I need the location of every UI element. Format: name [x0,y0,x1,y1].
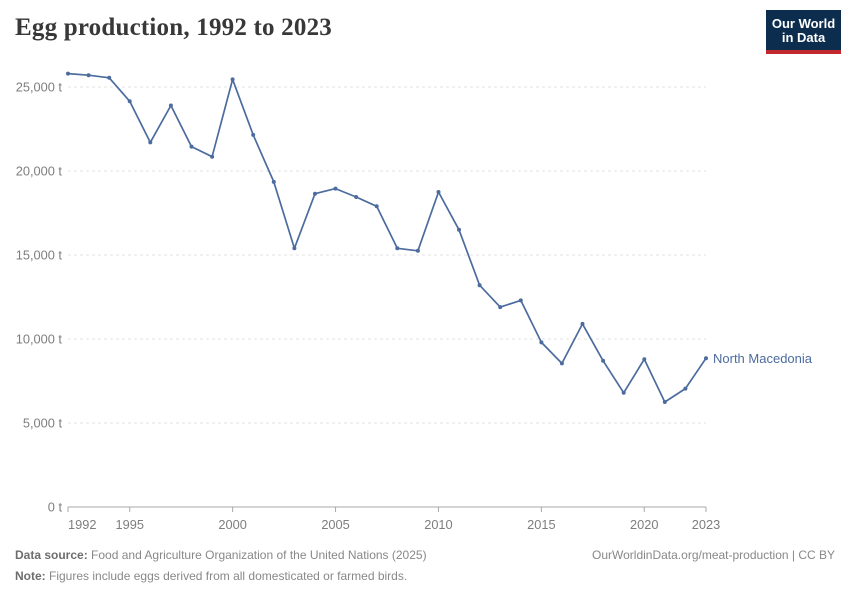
data-point[interactable] [107,75,112,80]
note-label: Note: [15,569,46,583]
note-line: Note: Figures include eggs derived from … [15,566,835,587]
chart-title: Egg production, 1992 to 2023 [15,14,332,41]
data-point[interactable] [457,227,461,232]
data-point[interactable] [539,340,544,345]
data-point[interactable] [210,154,215,159]
data-point[interactable] [168,103,173,108]
data-point[interactable] [683,386,688,391]
data-point[interactable] [477,283,482,288]
data-point[interactable] [704,356,708,361]
data-source-text: Food and Agriculture Organization of the… [87,548,427,562]
data-point[interactable] [559,361,564,366]
chart-footer: Data source: Food and Agriculture Organi… [15,545,835,587]
owid-logo-line2: in Data [781,30,826,45]
data-point[interactable] [498,305,503,310]
x-tick-label: 2015 [527,517,555,532]
data-point[interactable] [230,77,235,82]
data-point[interactable] [271,179,276,184]
y-tick-label: 15,000 t [16,248,63,263]
y-tick-label: 0 t [48,500,63,515]
data-point[interactable] [395,246,400,251]
footer-link: OurWorldinData.org/meat-production | CC … [592,548,835,562]
owid-logo[interactable]: Our World in Data [766,10,841,54]
data-source-line: Data source: Food and Agriculture Organi… [15,545,835,566]
data-point[interactable] [621,390,626,395]
x-tick-label: 1995 [116,517,144,532]
data-point[interactable] [189,144,194,149]
x-tick-label: 2000 [218,517,246,532]
data-point[interactable] [333,186,338,191]
data-point[interactable] [86,73,91,78]
data-point[interactable] [518,298,523,303]
data-point[interactable] [66,71,70,76]
y-tick-label: 5,000 t [23,416,63,431]
y-tick-label: 10,000 t [16,332,63,347]
x-tick-label: 2005 [321,517,349,532]
y-tick-label: 20,000 t [16,164,63,179]
series-line[interactable] [67,72,707,403]
data-source-label: Data source: [15,548,88,562]
data-point[interactable] [601,358,606,363]
data-point[interactable] [415,248,420,253]
data-point[interactable] [354,195,359,199]
data-point[interactable] [313,191,317,196]
y-tick-label: 25,000 t [16,80,63,95]
data-point[interactable] [251,132,256,137]
owid-logo-line1: Our World [771,16,836,31]
x-tick-label: 2020 [630,517,658,532]
x-tick-label: 2023 [692,517,720,532]
data-point[interactable] [580,321,585,326]
data-point[interactable] [436,190,441,194]
note-text: Figures include eggs derived from all do… [45,569,408,583]
x-tick-label: 2010 [424,517,452,532]
data-point[interactable] [642,357,647,362]
data-point[interactable] [148,140,153,145]
x-tick-label: 1992 [68,517,96,532]
data-point[interactable] [292,246,297,251]
data-point[interactable] [127,99,132,104]
data-point[interactable] [662,400,667,404]
data-point[interactable] [374,204,379,209]
series-label[interactable]: North Macedonia [713,351,813,366]
